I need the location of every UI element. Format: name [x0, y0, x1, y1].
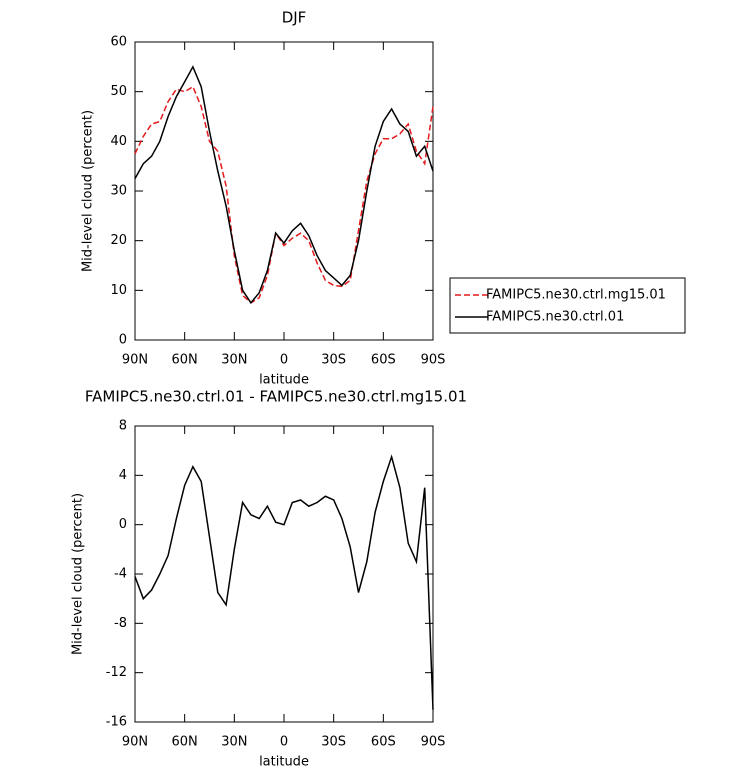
y-tick-label: 10: [110, 283, 127, 298]
chart-title: FAMIPC5.ne30.ctrl.01 - FAMIPC5.ne30.ctrl…: [85, 388, 467, 406]
y-tick-label: -12: [106, 665, 127, 680]
y-tick-label: 30: [110, 184, 127, 199]
y-tick-label: 0: [119, 517, 127, 532]
legend-label: FAMIPC5.ne30.ctrl.01: [486, 310, 624, 325]
x-tick-label: 0: [280, 735, 288, 750]
legend-box: [449, 277, 686, 334]
y-tick-label: -16: [106, 715, 127, 730]
x-tick-label: 90N: [122, 353, 148, 368]
x-tick-label: 60S: [371, 735, 396, 750]
x-tick-label: 60N: [172, 735, 198, 750]
x-tick-label: 0: [280, 353, 288, 368]
x-tick-label: 90S: [421, 353, 446, 368]
plot-frame: [134, 425, 434, 723]
plot-frame: [134, 41, 434, 341]
x-tick-label: 30S: [321, 353, 346, 368]
data-line: [134, 85, 434, 304]
x-tick-label: 30S: [321, 735, 346, 750]
y-tick-label: 4: [119, 468, 127, 483]
chart-title: DJF: [282, 9, 307, 27]
x-tick-label: 60S: [371, 353, 396, 368]
y-tick-label: -4: [114, 567, 127, 582]
x-tick-label: 90S: [421, 735, 446, 750]
y-tick-label: 60: [110, 35, 127, 50]
x-axis-label: latitude: [259, 755, 309, 770]
x-tick-label: 30N: [221, 353, 247, 368]
y-tick-label: -8: [114, 616, 127, 631]
legend-label: FAMIPC5.ne30.ctrl.mg15.01: [486, 288, 666, 303]
y-axis-label: Mid-level cloud (percent): [81, 110, 96, 272]
y-tick-label: 0: [119, 333, 127, 348]
x-axis-label: latitude: [259, 373, 309, 388]
x-tick-label: 60N: [172, 353, 198, 368]
y-tick-label: 40: [110, 134, 127, 149]
data-line: [134, 65, 434, 305]
y-tick-label: 8: [119, 419, 127, 434]
y-tick-label: 20: [110, 233, 127, 248]
x-tick-label: 30N: [221, 735, 247, 750]
y-tick-label: 50: [110, 84, 127, 99]
y-axis-label: Mid-level cloud (percent): [71, 493, 86, 655]
x-tick-label: 90N: [122, 735, 148, 750]
data-line: [134, 454, 434, 710]
